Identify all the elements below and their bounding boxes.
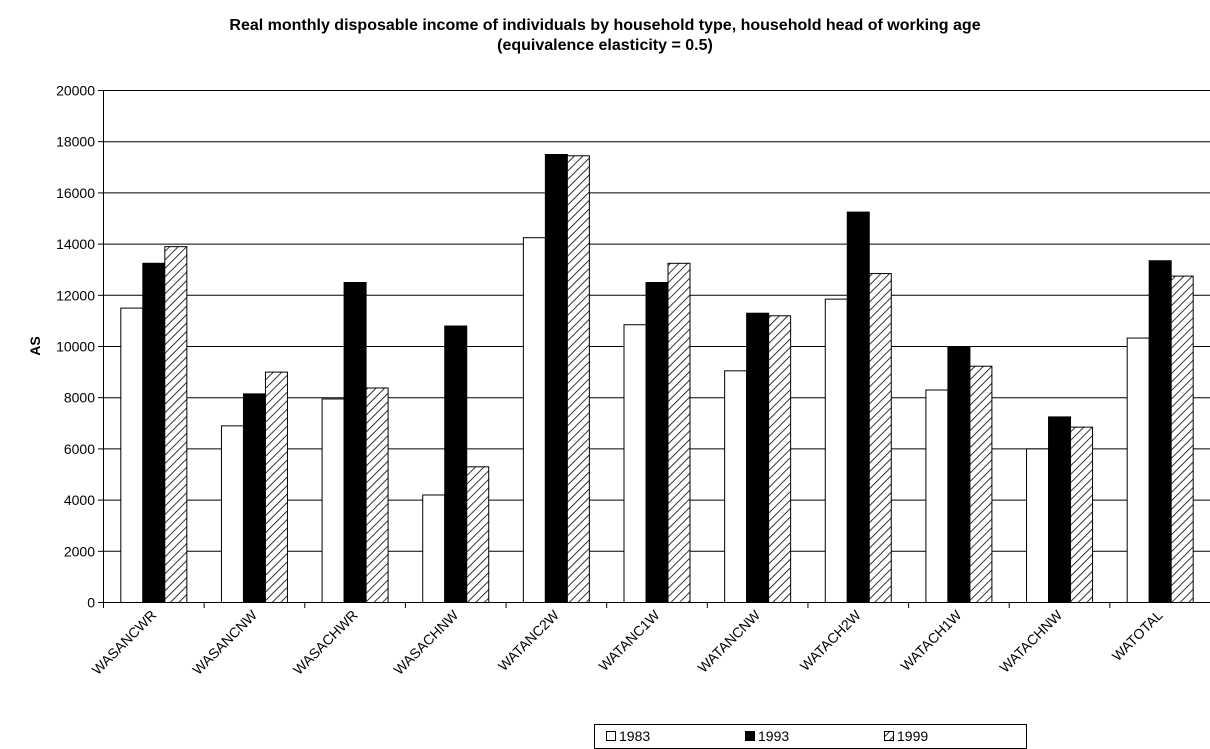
y-tick-label: 20000 bbox=[56, 83, 95, 99]
chart-title-line-1: Real monthly disposable income of indivi… bbox=[229, 17, 981, 34]
bar bbox=[868, 273, 892, 603]
bar bbox=[422, 494, 446, 604]
bar bbox=[1126, 337, 1150, 603]
bar bbox=[321, 398, 345, 604]
bar bbox=[925, 389, 949, 603]
bar bbox=[1026, 448, 1050, 603]
x-tick-label: WATACH1W bbox=[897, 606, 965, 674]
bar bbox=[667, 262, 691, 603]
bar bbox=[142, 262, 166, 603]
x-tick-label: WATACH2W bbox=[797, 606, 865, 674]
y-tick-label: 16000 bbox=[56, 185, 95, 201]
legend: 1983 1993 1999 bbox=[594, 724, 1027, 749]
bar bbox=[1048, 416, 1072, 603]
x-tick-label: WATANC2W bbox=[495, 606, 563, 674]
y-axis-label: AS bbox=[27, 336, 43, 355]
bar bbox=[164, 246, 188, 603]
bar bbox=[220, 425, 244, 603]
legend-box bbox=[594, 724, 1027, 749]
bar bbox=[544, 154, 568, 603]
x-tick-label: WASACHNW bbox=[390, 606, 461, 677]
bar bbox=[623, 324, 647, 603]
bar bbox=[1070, 426, 1094, 604]
y-tick-label: 4000 bbox=[64, 492, 95, 508]
bar bbox=[824, 298, 848, 603]
y-tick-label: 8000 bbox=[64, 390, 95, 406]
y-tick-label: 2000 bbox=[64, 543, 95, 559]
y-tick-label: 6000 bbox=[64, 441, 95, 457]
x-tick-label: WATOTAL bbox=[1109, 607, 1166, 664]
legend-label: 1993 bbox=[758, 728, 789, 744]
bar bbox=[264, 371, 288, 603]
bar bbox=[522, 237, 546, 603]
legend-swatch bbox=[606, 731, 616, 741]
x-tick-label: WATANC1W bbox=[595, 606, 663, 674]
bar bbox=[724, 370, 748, 603]
bars bbox=[120, 154, 1194, 604]
legend-label: 1983 bbox=[619, 728, 650, 744]
y-tick-label: 12000 bbox=[56, 287, 95, 303]
bar bbox=[566, 155, 590, 603]
bar bbox=[768, 315, 792, 603]
bar bbox=[746, 312, 770, 603]
legend-label: 1999 bbox=[897, 728, 928, 744]
x-tick-label: WASANCNW bbox=[189, 606, 260, 677]
bar bbox=[466, 466, 490, 603]
bar bbox=[242, 393, 266, 603]
bar bbox=[947, 346, 971, 603]
y-tick-label: 18000 bbox=[56, 134, 95, 150]
bar bbox=[444, 325, 468, 603]
bar bbox=[343, 282, 367, 603]
y-tick-label: 10000 bbox=[56, 339, 95, 355]
bar bbox=[1170, 275, 1194, 603]
x-tick-label: WASANCWR bbox=[89, 607, 160, 678]
chart-title: Real monthly disposable income of indivi… bbox=[0, 16, 1210, 56]
legend-swatch bbox=[745, 731, 755, 741]
bar bbox=[846, 211, 870, 603]
legend-swatch bbox=[884, 731, 894, 741]
x-tick-label: WATANCNW bbox=[694, 606, 763, 675]
bar bbox=[645, 282, 669, 603]
bar bbox=[120, 307, 144, 603]
x-tick-label: WATACHNW bbox=[996, 606, 1065, 675]
bar bbox=[365, 387, 389, 603]
chart-title-line-2: (equivalence elasticity = 0.5) bbox=[497, 37, 713, 54]
bar bbox=[969, 365, 993, 603]
x-tick-label: WASACHWR bbox=[290, 607, 361, 678]
bar bbox=[1148, 260, 1172, 603]
y-tick-label: 0 bbox=[87, 595, 95, 611]
y-tick-label: 14000 bbox=[56, 236, 95, 252]
